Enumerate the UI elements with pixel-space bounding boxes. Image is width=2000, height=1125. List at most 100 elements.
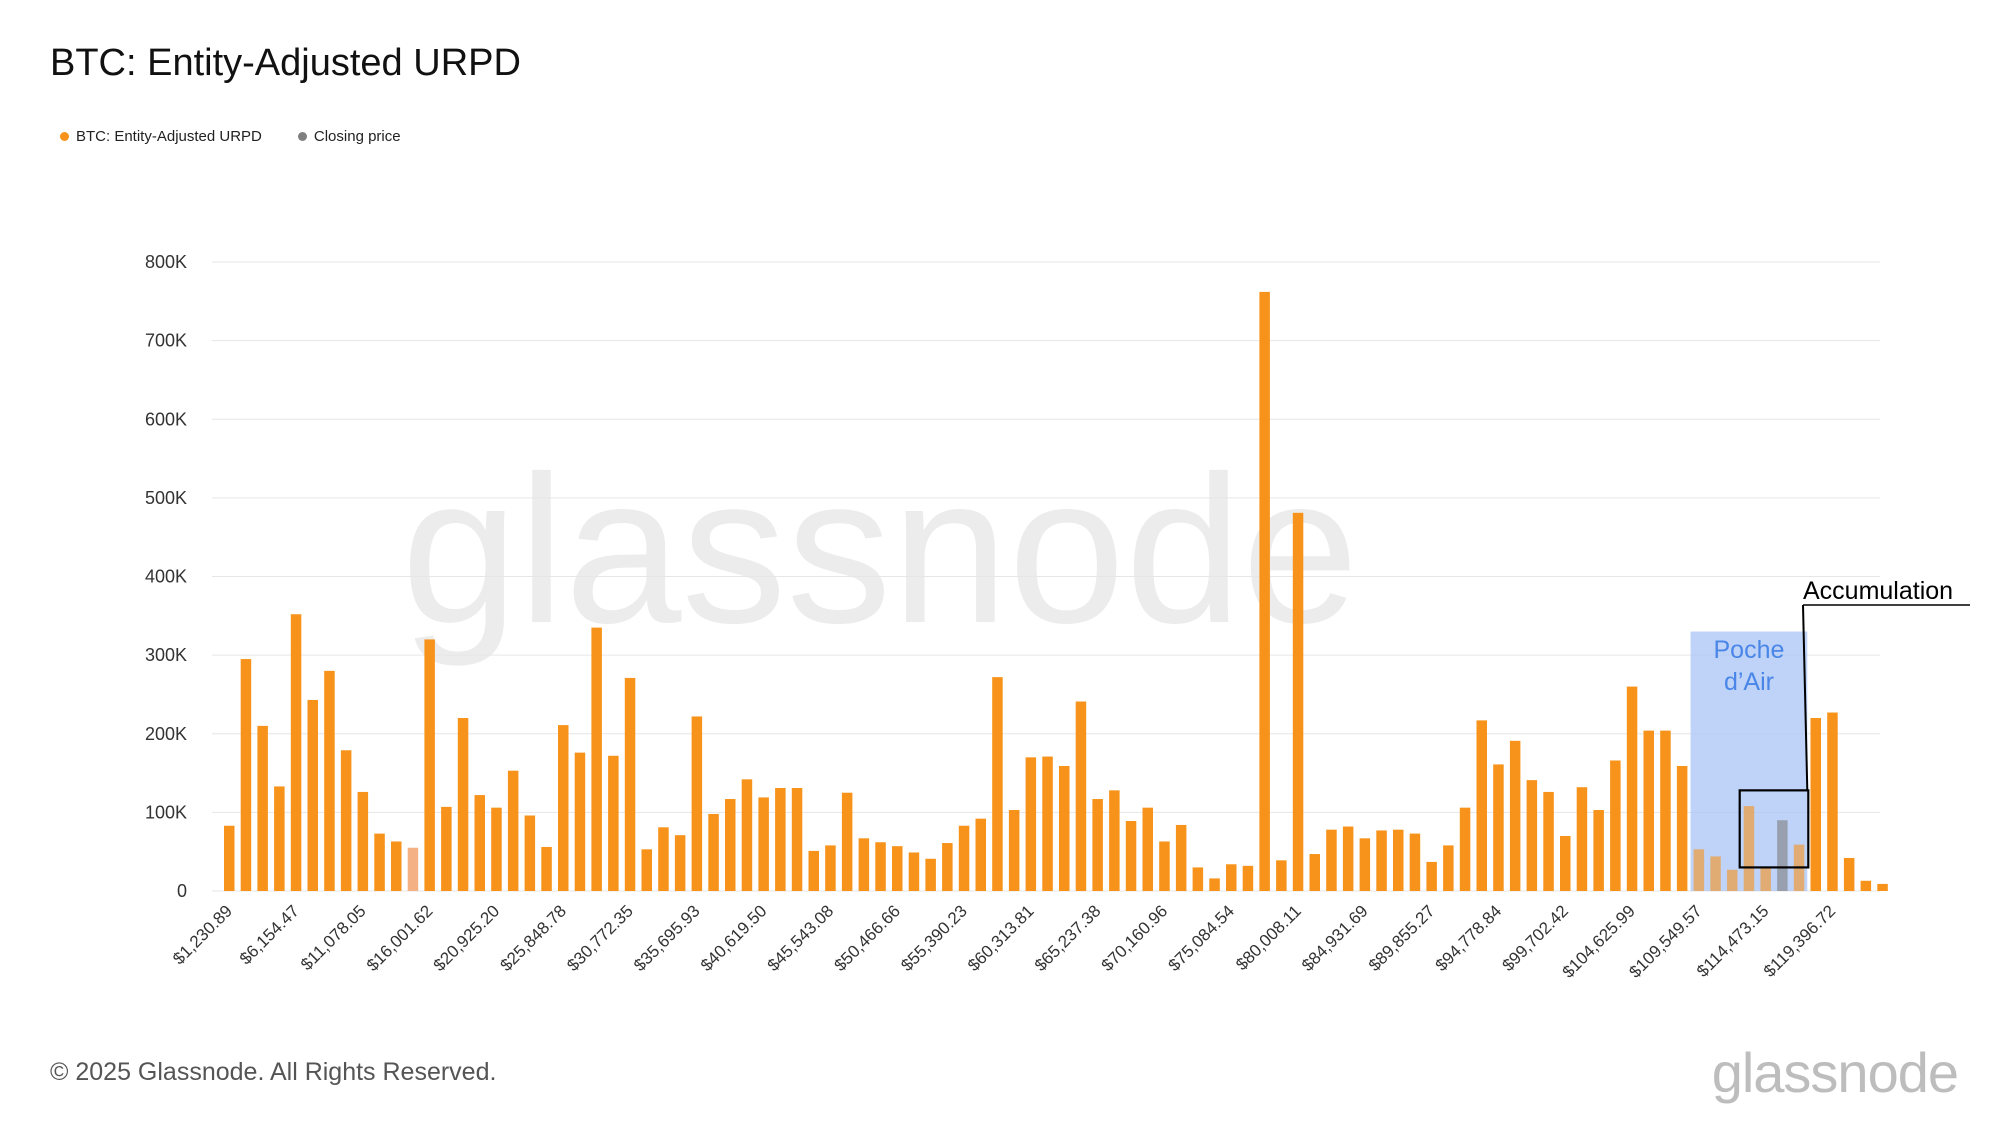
bar[interactable] xyxy=(1376,830,1387,891)
bar[interactable] xyxy=(1443,845,1454,891)
bar[interactable] xyxy=(1393,829,1404,891)
bar[interactable] xyxy=(942,843,953,891)
bar[interactable] xyxy=(1226,864,1237,891)
bar[interactable] xyxy=(975,818,987,891)
bar[interactable] xyxy=(290,614,302,891)
bar[interactable] xyxy=(1042,756,1053,891)
bar[interactable] xyxy=(407,847,419,891)
bar[interactable] xyxy=(491,807,502,891)
bar[interactable] xyxy=(708,813,719,891)
bar[interactable] xyxy=(1025,757,1037,891)
bar[interactable] xyxy=(958,825,970,891)
bar[interactable] xyxy=(1626,686,1638,891)
bar[interactable] xyxy=(1843,857,1855,891)
bar[interactable] xyxy=(758,797,769,891)
bar[interactable] xyxy=(591,627,602,891)
bar[interactable] xyxy=(1192,867,1204,891)
bar[interactable] xyxy=(1860,880,1872,891)
bar[interactable] xyxy=(1693,849,1705,891)
bar[interactable] xyxy=(1175,824,1187,891)
legend-item-closing-price[interactable]: Closing price xyxy=(297,128,401,145)
bar[interactable] xyxy=(1209,878,1220,891)
bar[interactable] xyxy=(1526,780,1538,891)
bar[interactable] xyxy=(1359,838,1371,891)
bar[interactable] xyxy=(457,718,469,891)
bar[interactable] xyxy=(1543,791,1554,891)
bar[interactable] xyxy=(1743,806,1755,891)
bar[interactable] xyxy=(992,677,1003,891)
bar[interactable] xyxy=(725,799,736,891)
bar[interactable] xyxy=(1075,701,1087,891)
bar[interactable] xyxy=(1576,787,1588,891)
bar[interactable] xyxy=(808,850,820,891)
bar[interactable] xyxy=(257,725,268,891)
bar[interactable] xyxy=(1092,799,1103,891)
bar[interactable] xyxy=(1509,740,1521,891)
bar[interactable] xyxy=(1259,291,1270,891)
bar[interactable] xyxy=(825,845,836,891)
bar[interactable] xyxy=(1760,867,1771,891)
bar[interactable] xyxy=(1342,826,1354,891)
bar[interactable] xyxy=(441,806,452,891)
bar[interactable] xyxy=(1008,810,1020,891)
bar[interactable] xyxy=(1159,841,1170,891)
bar[interactable] xyxy=(892,846,903,891)
bar[interactable] xyxy=(1142,807,1154,891)
bar[interactable] xyxy=(507,770,519,891)
bar[interactable] xyxy=(1125,821,1137,891)
bar[interactable] xyxy=(240,659,252,891)
bar[interactable] xyxy=(1426,861,1437,891)
bar[interactable] xyxy=(641,849,653,891)
glassnode-logo[interactable]: glassnode xyxy=(1711,1041,1959,1104)
bar[interactable] xyxy=(1476,720,1488,891)
bar[interactable] xyxy=(1292,512,1304,891)
bar[interactable] xyxy=(524,815,536,891)
bar[interactable] xyxy=(1326,829,1337,891)
bar[interactable] xyxy=(1810,718,1822,891)
bar[interactable] xyxy=(1276,860,1287,891)
bar[interactable] xyxy=(858,838,870,891)
bar[interactable] xyxy=(391,841,402,891)
bar[interactable] xyxy=(324,670,335,891)
bar-closing-price[interactable] xyxy=(1777,820,1788,891)
bar[interactable] xyxy=(224,825,235,891)
bar[interactable] xyxy=(574,752,586,891)
bar[interactable] xyxy=(624,677,636,891)
bar[interactable] xyxy=(274,786,285,891)
bar[interactable] xyxy=(1459,807,1471,891)
bar[interactable] xyxy=(1877,883,1888,891)
bar[interactable] xyxy=(741,779,753,891)
bar[interactable] xyxy=(791,788,803,891)
bar[interactable] xyxy=(674,835,686,891)
bar[interactable] xyxy=(691,716,703,891)
bar[interactable] xyxy=(1593,810,1604,891)
bar[interactable] xyxy=(1710,856,1721,891)
bar[interactable] xyxy=(925,858,936,891)
legend-item-urpd[interactable]: BTC: Entity-Adjusted URPD xyxy=(60,128,262,145)
bar[interactable] xyxy=(1610,760,1621,891)
bar[interactable] xyxy=(1409,833,1421,891)
bar[interactable] xyxy=(374,833,385,891)
bar[interactable] xyxy=(608,755,619,891)
bar[interactable] xyxy=(558,725,569,891)
bar[interactable] xyxy=(1109,790,1120,891)
bar[interactable] xyxy=(1827,712,1838,891)
bar[interactable] xyxy=(658,827,669,891)
bar[interactable] xyxy=(357,791,369,891)
bar[interactable] xyxy=(340,750,352,891)
bar[interactable] xyxy=(908,852,920,891)
bar[interactable] xyxy=(875,842,886,891)
bar[interactable] xyxy=(775,788,786,891)
bar[interactable] xyxy=(841,792,853,891)
bar[interactable] xyxy=(1493,764,1504,891)
bar[interactable] xyxy=(1059,765,1070,891)
bar[interactable] xyxy=(307,699,319,891)
bar[interactable] xyxy=(1242,865,1254,891)
bar[interactable] xyxy=(1643,730,1655,891)
bar[interactable] xyxy=(1309,854,1321,891)
bar[interactable] xyxy=(424,639,435,891)
bar[interactable] xyxy=(1676,765,1688,891)
bar[interactable] xyxy=(541,846,552,891)
bar[interactable] xyxy=(1727,869,1738,891)
bar[interactable] xyxy=(474,795,486,891)
